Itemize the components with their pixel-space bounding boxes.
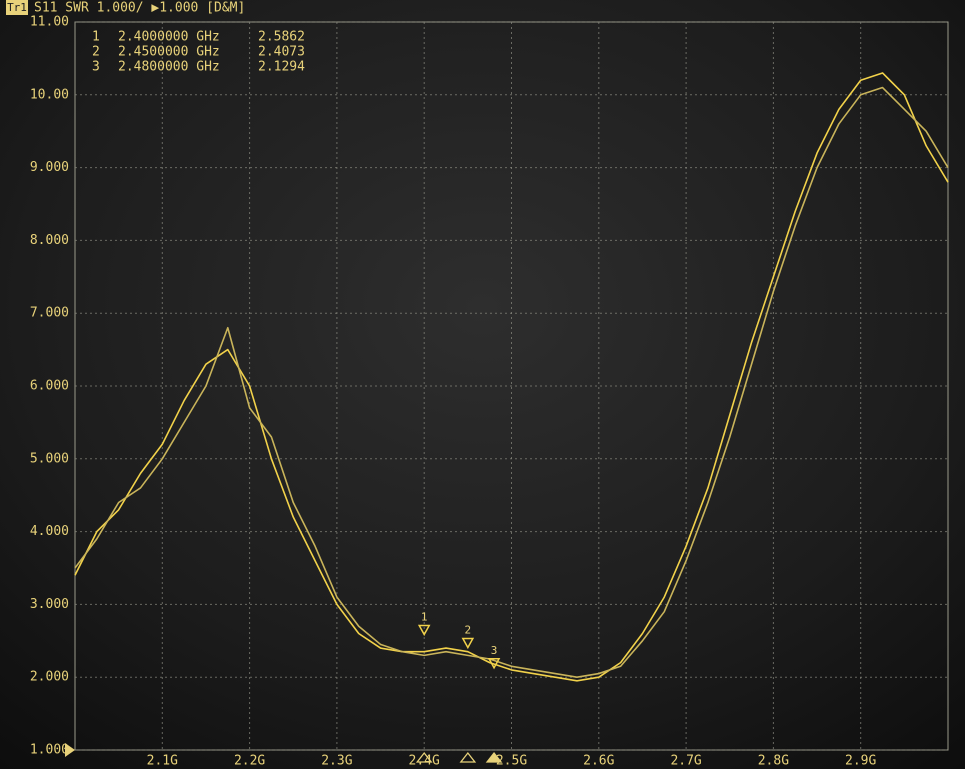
y-tick-label: 2.000 <box>30 670 69 685</box>
marker-row-value: 2.4073 <box>258 45 305 60</box>
chart-title: S11 SWR 1.000/ ▶1.000 [D&M] <box>34 1 245 16</box>
trace-badge <box>6 0 28 15</box>
marker-number: 3 <box>491 644 498 657</box>
x-tick-label: 2.2G <box>234 754 265 769</box>
y-tick-label: 8.000 <box>30 233 69 248</box>
marker-number: 2 <box>465 624 472 637</box>
marker-row-number: 3 <box>92 60 100 75</box>
y-tick-label: 4.000 <box>30 524 69 539</box>
marker-triangle <box>487 658 501 670</box>
x-tick-label: 2.3G <box>321 754 352 769</box>
marker-row-value: 2.1294 <box>258 60 305 75</box>
y-tick-label: 3.000 <box>30 597 69 612</box>
marker-row-number: 2 <box>92 45 100 60</box>
trace-line <box>74 72 949 682</box>
reference-arrow <box>65 743 75 757</box>
marker-row-value: 2.5862 <box>258 30 305 45</box>
x-tick-label: 2.5G <box>496 754 527 769</box>
x-tick-label: 2.6G <box>583 754 614 769</box>
y-tick-label: 5.000 <box>30 451 69 466</box>
x-tick-label: 2.4G <box>409 754 440 769</box>
y-tick-label: 11.00 <box>30 15 69 30</box>
marker-row-frequency: 2.4000000 GHz <box>118 30 220 45</box>
axis-marker <box>485 751 503 763</box>
marker-number: 1 <box>421 611 428 624</box>
axis-marker <box>459 751 477 763</box>
y-tick-label: 7.000 <box>30 306 69 321</box>
y-tick-label: 9.000 <box>30 160 69 175</box>
x-tick-label: 2.9G <box>845 754 876 769</box>
x-tick-label: 2.8G <box>758 754 789 769</box>
y-tick-label: 6.000 <box>30 379 69 394</box>
trace-line <box>74 86 949 679</box>
marker-triangle <box>461 637 475 650</box>
marker-row-frequency: 2.4500000 GHz <box>118 45 220 60</box>
x-tick-label: 2.1G <box>147 754 178 769</box>
marker-triangle <box>417 624 431 637</box>
trace-label: Tr1 <box>7 1 27 14</box>
y-tick-label: 10.00 <box>30 87 69 102</box>
axis-marker <box>415 751 433 763</box>
x-tick-label: 2.7G <box>670 754 701 769</box>
y-tick-label: 1.000 <box>30 743 69 758</box>
marker-row-number: 1 <box>92 30 100 45</box>
marker-row-frequency: 2.4800000 GHz <box>118 60 220 75</box>
